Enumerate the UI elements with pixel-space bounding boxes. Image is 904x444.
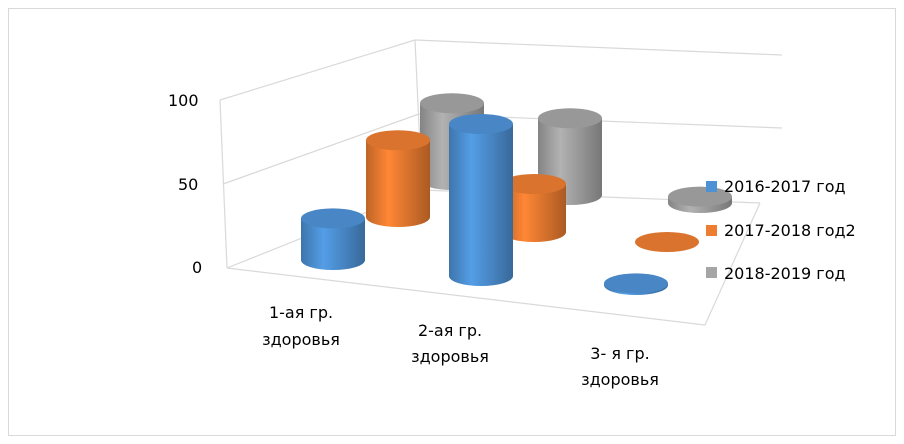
category-label: здоровья bbox=[411, 347, 489, 366]
legend-swatch bbox=[706, 181, 717, 192]
bar-top bbox=[301, 208, 365, 229]
bar bbox=[635, 232, 699, 252]
category-label: здоровья bbox=[581, 370, 659, 389]
category-label: 1-ая гр. bbox=[269, 303, 333, 322]
legend-swatch bbox=[706, 267, 717, 278]
y-tick-label: 0 bbox=[192, 258, 202, 277]
gridline-50-left bbox=[222, 113, 420, 185]
bar bbox=[366, 130, 430, 227]
y-tick-label: 100 bbox=[168, 91, 199, 110]
category-label: 3- я гр. bbox=[590, 344, 649, 363]
bar-top bbox=[420, 93, 484, 114]
bar-top bbox=[366, 130, 430, 151]
legend-swatch bbox=[706, 225, 717, 236]
gridline-100-back bbox=[414, 39, 783, 56]
bar-group bbox=[301, 93, 732, 295]
bar-top bbox=[538, 108, 602, 129]
legend: 2016-2017 год 2017-2018 год2 2018-2019 г… bbox=[706, 177, 856, 283]
bar-top bbox=[635, 232, 699, 252]
floor-front-edge bbox=[226, 267, 706, 326]
bar-top bbox=[449, 114, 513, 134]
bar-body bbox=[502, 184, 566, 242]
bar-body bbox=[449, 124, 513, 286]
legend-label: 2018-2019 год bbox=[724, 264, 846, 283]
bar-body bbox=[366, 140, 430, 227]
bar-top bbox=[604, 273, 668, 294]
bar bbox=[502, 174, 566, 242]
category-label: здоровья bbox=[262, 330, 340, 349]
bar-body bbox=[301, 218, 365, 270]
legend-label: 2017-2018 год2 bbox=[724, 221, 856, 240]
floor-right-edge bbox=[704, 202, 761, 326]
bar bbox=[449, 114, 513, 286]
bar bbox=[301, 208, 365, 270]
category-labels: 1-ая гр. здоровья 2-ая гр. здоровья 3- я… bbox=[262, 303, 659, 389]
bar-top bbox=[668, 186, 732, 207]
y-tick-label: 50 bbox=[178, 175, 198, 194]
bar bbox=[668, 186, 732, 213]
category-label: 2-ая гр. bbox=[418, 321, 482, 340]
gridline-100-left bbox=[219, 39, 416, 101]
legend-label: 2016-2017 год bbox=[724, 177, 846, 196]
bar-top bbox=[502, 174, 566, 194]
bar bbox=[604, 273, 668, 295]
